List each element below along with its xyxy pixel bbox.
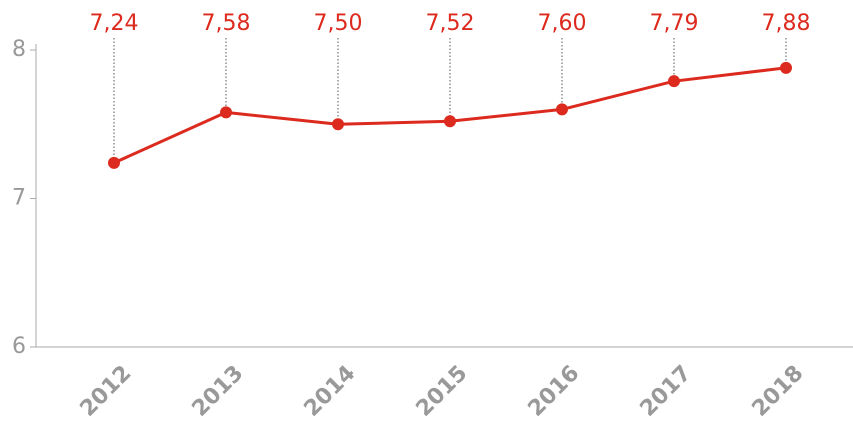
x-tick-label: 2016 xyxy=(524,361,585,422)
point xyxy=(780,61,792,74)
point xyxy=(332,118,344,131)
value-label: 7,24 xyxy=(90,11,139,36)
value-label: 7,60 xyxy=(538,11,587,36)
value-label: 7,79 xyxy=(650,11,699,36)
value-label: 7,50 xyxy=(314,11,363,36)
x-tick-label: 2017 xyxy=(636,361,697,422)
y-tick-label: 6 xyxy=(12,334,26,359)
value-label: 7,58 xyxy=(202,11,251,36)
value-label: 7,88 xyxy=(762,11,811,36)
x-tick-label: 2015 xyxy=(412,361,473,422)
point xyxy=(108,156,120,169)
point xyxy=(444,115,456,128)
x-tick-label: 2014 xyxy=(300,361,361,422)
x-tick-label: 2018 xyxy=(748,361,809,422)
x-tick-label: 2012 xyxy=(76,361,137,422)
point xyxy=(668,75,680,88)
point xyxy=(556,103,568,116)
value-label: 7,52 xyxy=(426,11,475,36)
y-tick-label: 8 xyxy=(12,37,26,62)
point xyxy=(220,106,232,119)
x-tick-label: 2013 xyxy=(188,361,249,422)
y-tick-label: 7 xyxy=(12,186,26,211)
